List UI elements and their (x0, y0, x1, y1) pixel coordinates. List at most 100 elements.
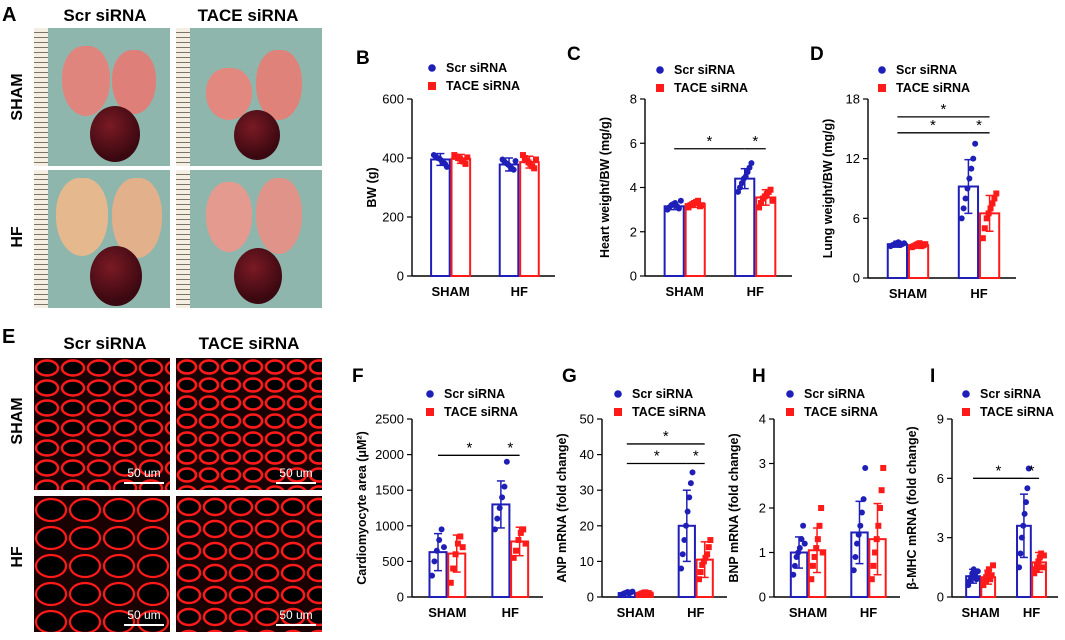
bar (510, 540, 530, 598)
data-point (742, 173, 749, 180)
data-point (991, 195, 998, 202)
photo-sham-tace (176, 28, 322, 166)
data-point (433, 547, 440, 554)
y-tick-label: 0 (397, 590, 404, 605)
data-point (454, 540, 461, 547)
legend-label: Scr siRNA (980, 387, 1041, 401)
y-tick-label: 0 (853, 271, 860, 286)
data-point (850, 567, 857, 574)
data-point (529, 163, 536, 170)
y-tick-label: 1 (759, 545, 766, 560)
data-point (813, 545, 820, 552)
data-point (689, 469, 696, 476)
data-point (970, 155, 977, 162)
data-point (966, 175, 973, 182)
y-tick-label: 8 (630, 92, 637, 107)
data-point (455, 155, 462, 161)
micrograph-hf-scr: 50 um (34, 496, 170, 632)
data-point (453, 153, 460, 160)
data-point (790, 571, 797, 578)
data-point (1017, 550, 1024, 557)
photo-hf-scr (34, 170, 170, 308)
data-point (432, 153, 439, 160)
data-point (517, 529, 524, 536)
data-point (679, 551, 686, 558)
y-axis-label: β-MHC mRNA (fold change) (905, 426, 919, 589)
x-tick-label: HF (970, 286, 987, 301)
data-point (434, 155, 441, 161)
data-point (880, 464, 887, 471)
y-tick-label: 3 (759, 456, 766, 471)
data-point (887, 243, 894, 250)
data-point (796, 545, 803, 552)
data-point (987, 576, 994, 583)
data-point (674, 203, 681, 210)
data-point (860, 496, 867, 503)
heart (234, 110, 280, 160)
data-point (450, 565, 457, 572)
data-point (972, 140, 979, 147)
data-point (983, 215, 990, 222)
data-point (621, 590, 628, 597)
bar (663, 205, 685, 277)
scale-bar: 50 um (276, 608, 316, 626)
y-tick-label: 1000 (375, 518, 404, 533)
legend-label: Scr siRNA (674, 63, 735, 77)
legend-marker (786, 408, 794, 416)
photo-row-label-hf: HF (9, 226, 26, 248)
data-point (619, 591, 626, 598)
data-point (451, 152, 458, 159)
data-point (1035, 558, 1042, 565)
y-axis-label: Cardiomyocyte area (μM²) (355, 431, 369, 585)
data-point (695, 197, 702, 204)
bar (807, 549, 827, 599)
data-point (689, 201, 696, 208)
data-point (687, 480, 694, 487)
data-point (916, 240, 923, 247)
data-point (875, 522, 882, 529)
bar (617, 592, 636, 598)
y-tick-label: 0 (630, 269, 637, 284)
bar (430, 158, 451, 278)
data-point (980, 582, 987, 589)
data-point (1025, 465, 1032, 472)
x-tick-label: HF (1023, 605, 1040, 620)
data-point (809, 562, 816, 569)
data-point (460, 158, 467, 165)
photo-col-title-scr: Scr siRNA (63, 6, 147, 25)
data-point (958, 215, 965, 222)
x-tick-label: SHAM (789, 605, 827, 620)
data-point (967, 574, 974, 581)
legend-label: TACE siRNA (632, 405, 706, 419)
data-point (974, 568, 981, 575)
heart (234, 248, 282, 304)
panel-letter-b: B (356, 48, 370, 69)
y-tick-label: 30 (580, 483, 594, 498)
data-point (515, 537, 522, 544)
bar (491, 503, 511, 598)
y-tick-label: 0 (587, 590, 594, 605)
data-point (525, 159, 532, 166)
data-point (464, 154, 471, 161)
data-point (735, 188, 742, 195)
data-point (889, 242, 896, 249)
bar (428, 551, 448, 598)
photo-row-label-sham: SHAM (9, 73, 26, 121)
bar (635, 592, 654, 599)
data-point (862, 464, 869, 471)
y-tick-label: 4 (630, 180, 637, 195)
chart-i: I 0 3 6 9 β-MHC mRNA (fold change) SHAM HF * * Scr… (905, 366, 1058, 620)
data-point (513, 547, 520, 554)
data-point (696, 203, 703, 210)
bar (980, 576, 997, 599)
data-point (981, 578, 988, 585)
data-point (522, 540, 529, 547)
y-tick-label: 2 (630, 224, 637, 239)
data-point (798, 536, 805, 543)
data-point (873, 536, 880, 543)
data-point (901, 240, 908, 247)
data-point (854, 540, 861, 547)
data-point (1036, 554, 1043, 561)
data-point (436, 155, 443, 162)
chart-f: F 0 500 1000 1500 2000 2500 Cardiomyocyte area … (352, 366, 543, 620)
